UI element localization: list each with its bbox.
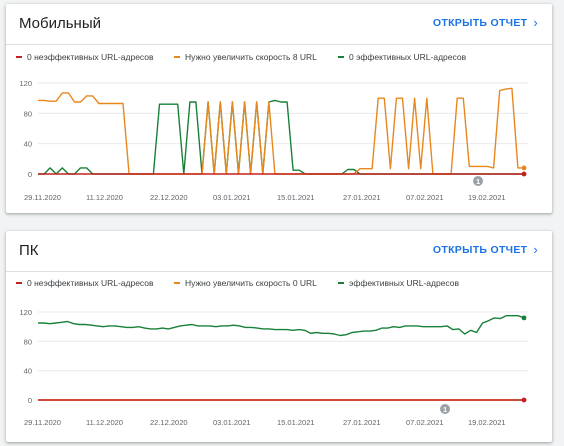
series-end-point [521, 397, 527, 403]
series-end-point [521, 165, 527, 171]
x-tick-label: 11.12.2020 [86, 193, 123, 202]
y-tick-label: 80 [24, 337, 32, 346]
pc-chart: 0 неэффективных URL-адресов Нужно увеличи… [16, 278, 528, 427]
annotation-marker [440, 404, 451, 414]
legend-label: эффективных URL-адресов [349, 278, 459, 288]
x-tick-label: 03.01.2021 [213, 193, 251, 202]
x-tick-label: 19.02.2021 [468, 193, 506, 202]
legend-label: Нужно увеличить скорость 8 URL [185, 52, 317, 62]
mobile-chart: 0 неэффективных URL-адресов Нужно увеличи… [16, 52, 528, 202]
series-line [38, 99, 524, 175]
series-line [38, 315, 525, 337]
x-tick-label: 22.12.2020 [150, 193, 188, 202]
divider [6, 44, 552, 45]
divider [6, 271, 552, 272]
legend-label: 0 эффективных URL-адресов [349, 52, 467, 62]
series-line [38, 87, 524, 175]
x-tick-label: 29.11.2020 [24, 418, 61, 427]
x-tick-label: 07.02.2021 [406, 193, 444, 202]
open-report-link[interactable]: ОТКРЫТЬ ОТЧЕТ › [432, 242, 538, 257]
x-tick-label: 27.01.2021 [343, 418, 381, 427]
open-report-link[interactable]: ОТКРЫТЬ ОТЧЕТ › [432, 15, 538, 30]
y-tick-label: 0 [28, 396, 32, 405]
y-tick-label: 80 [24, 109, 32, 118]
open-report-label: ОТКРЫТЬ ОТЧЕТ [432, 17, 528, 29]
y-tick-label: 0 [28, 170, 32, 179]
open-report-label: ОТКРЫТЬ ОТЧЕТ [432, 244, 528, 256]
x-tick-label: 07.02.2021 [406, 418, 444, 427]
series-end-point [521, 171, 527, 177]
x-tick-label: 15.01.2021 [277, 193, 315, 202]
chevron-right-icon: › [533, 242, 538, 257]
annotation-marker [473, 176, 484, 186]
x-tick-label: 19.02.2021 [468, 418, 506, 427]
x-tick-label: 22.12.2020 [150, 418, 188, 427]
chevron-right-icon: › [533, 15, 538, 30]
x-tick-label: 15.01.2021 [277, 418, 315, 427]
series-end-point [521, 315, 527, 321]
legend-label: Нужно увеличить скорость 0 URL [185, 278, 317, 288]
annotation-label: 1 [476, 177, 480, 186]
legend-label: 0 неэффективных URL-адресов [27, 52, 154, 62]
x-tick-label: 03.01.2021 [213, 418, 251, 427]
y-tick-label: 120 [19, 308, 32, 317]
card-title: ПК [19, 242, 39, 259]
annotation-label: 1 [443, 405, 447, 414]
x-tick-label: 29.11.2020 [24, 193, 61, 202]
x-tick-label: 11.12.2020 [86, 418, 123, 427]
x-tick-label: 27.01.2021 [343, 193, 381, 202]
pc-card: ПК ОТКРЫТЬ ОТЧЕТ › 0 неэффективных URL-а… [6, 231, 552, 442]
card-title: Мобильный [19, 15, 101, 32]
legend-label: 0 неэффективных URL-адресов [27, 278, 154, 288]
y-tick-label: 40 [24, 367, 32, 376]
y-tick-label: 40 [24, 140, 32, 149]
y-tick-label: 120 [19, 79, 32, 88]
mobile-card: Мобильный ОТКРЫТЬ ОТЧЕТ › 0 неэффективны… [6, 4, 552, 213]
